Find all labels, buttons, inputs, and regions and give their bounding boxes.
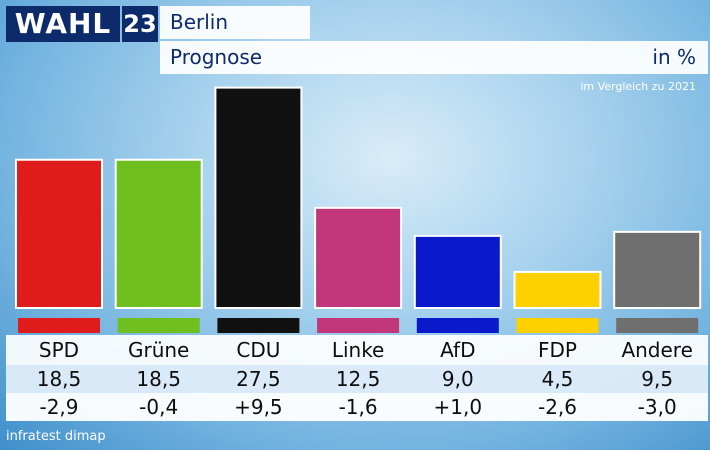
party-label: SPD bbox=[38, 338, 80, 362]
party-label: Grüne bbox=[127, 338, 190, 362]
unit-label: in % bbox=[652, 45, 696, 69]
party-row: SPD Grüne CDU Linke AfD FDP Andere bbox=[6, 335, 708, 365]
change-label: +9,5 bbox=[234, 395, 283, 419]
region-title: Berlin bbox=[160, 6, 310, 39]
bar-afd bbox=[413, 234, 502, 310]
value-label: 9,0 bbox=[441, 367, 474, 391]
bar-linke bbox=[314, 206, 403, 309]
comparison-note: im Vergleich zu 2021 bbox=[580, 80, 696, 93]
party-label: AfD bbox=[440, 338, 476, 362]
legend-swatch-linke bbox=[317, 318, 400, 333]
value-label: 27,5 bbox=[236, 367, 281, 391]
bar-fdp bbox=[513, 270, 602, 309]
subtitle-bar: Prognose in % bbox=[160, 41, 708, 74]
change-label: -1,6 bbox=[338, 395, 378, 419]
subtitle: Prognose bbox=[170, 45, 263, 69]
party-label: Andere bbox=[621, 338, 693, 362]
change-row: -2,9 -0,4 +9,5 -1,6 +1,0 -2,6 -3,0 bbox=[6, 393, 708, 421]
bar-andere bbox=[613, 230, 702, 309]
legend-swatch-andere bbox=[616, 318, 699, 333]
change-label: -0,4 bbox=[139, 395, 179, 419]
party-label: FDP bbox=[538, 338, 577, 362]
bar-spd bbox=[15, 158, 103, 309]
legend-swatch-spd bbox=[18, 318, 100, 333]
value-label: 12,5 bbox=[335, 367, 381, 391]
legend-swatch-grüne bbox=[117, 318, 200, 333]
party-label: CDU bbox=[236, 338, 281, 362]
legend-swatch-afd bbox=[416, 318, 499, 333]
party-label: Linke bbox=[331, 338, 385, 362]
value-label: 18,5 bbox=[36, 367, 82, 391]
bar-cdu bbox=[214, 86, 303, 310]
wahl-year-badge: 23 bbox=[122, 6, 158, 42]
legend-swatch-fdp bbox=[516, 318, 599, 333]
wahl-logo: WAHL bbox=[6, 6, 120, 42]
bar-grüne bbox=[114, 158, 203, 309]
value-label: 18,5 bbox=[136, 367, 181, 391]
value-row: 18,5 18,5 27,5 12,5 9,0 4,5 9,5 bbox=[6, 365, 708, 393]
legend-swatch-cdu bbox=[217, 318, 300, 333]
source-label: infratest dimap bbox=[6, 429, 106, 444]
value-label: 9,5 bbox=[641, 367, 674, 391]
value-label: 4,5 bbox=[541, 367, 574, 391]
change-label: +1,0 bbox=[433, 395, 483, 419]
change-label: -2,6 bbox=[537, 395, 578, 419]
change-label: -2,9 bbox=[39, 395, 79, 419]
change-label: -3,0 bbox=[637, 395, 677, 419]
